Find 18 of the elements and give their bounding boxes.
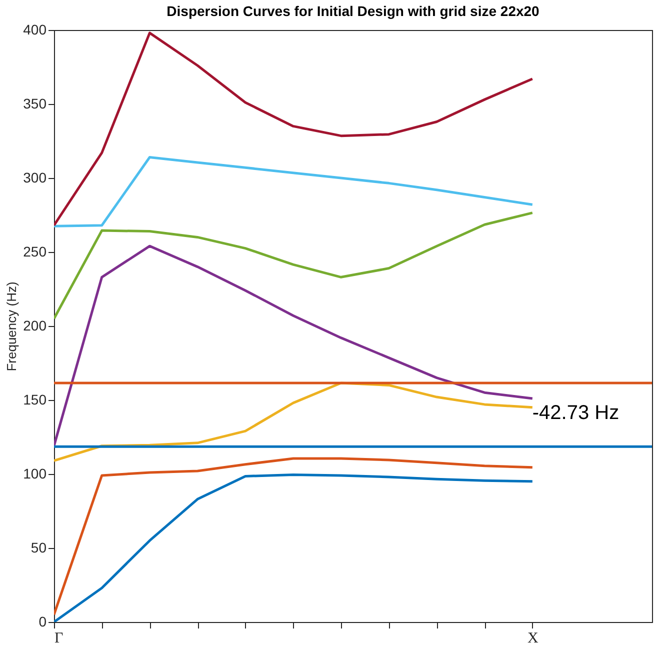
x-tick-label: X [527,630,538,646]
x-tick-label: Γ [54,630,64,646]
line-series [54,156,534,228]
chart-title: Dispersion Curves for Initial Design with grid size 22x20 [166,3,540,19]
y-axis-title: Frequency (Hz) [4,282,20,372]
y-tick-label: 100 [23,466,47,482]
annotation: -42.73 Hz [532,402,620,424]
y-tick-label: 50 [30,540,47,556]
y-tick-label: 300 [23,170,47,186]
y-tick-label: 200 [23,318,47,334]
y-tick-label: 250 [23,244,47,260]
y-tick-label: 350 [23,96,47,112]
line-series [54,244,534,448]
y-tick-label: 400 [23,22,47,38]
y-tick-label: 150 [23,392,47,408]
line-series [54,32,534,227]
line-series [54,212,534,320]
y-tick-label: 0 [38,614,47,630]
